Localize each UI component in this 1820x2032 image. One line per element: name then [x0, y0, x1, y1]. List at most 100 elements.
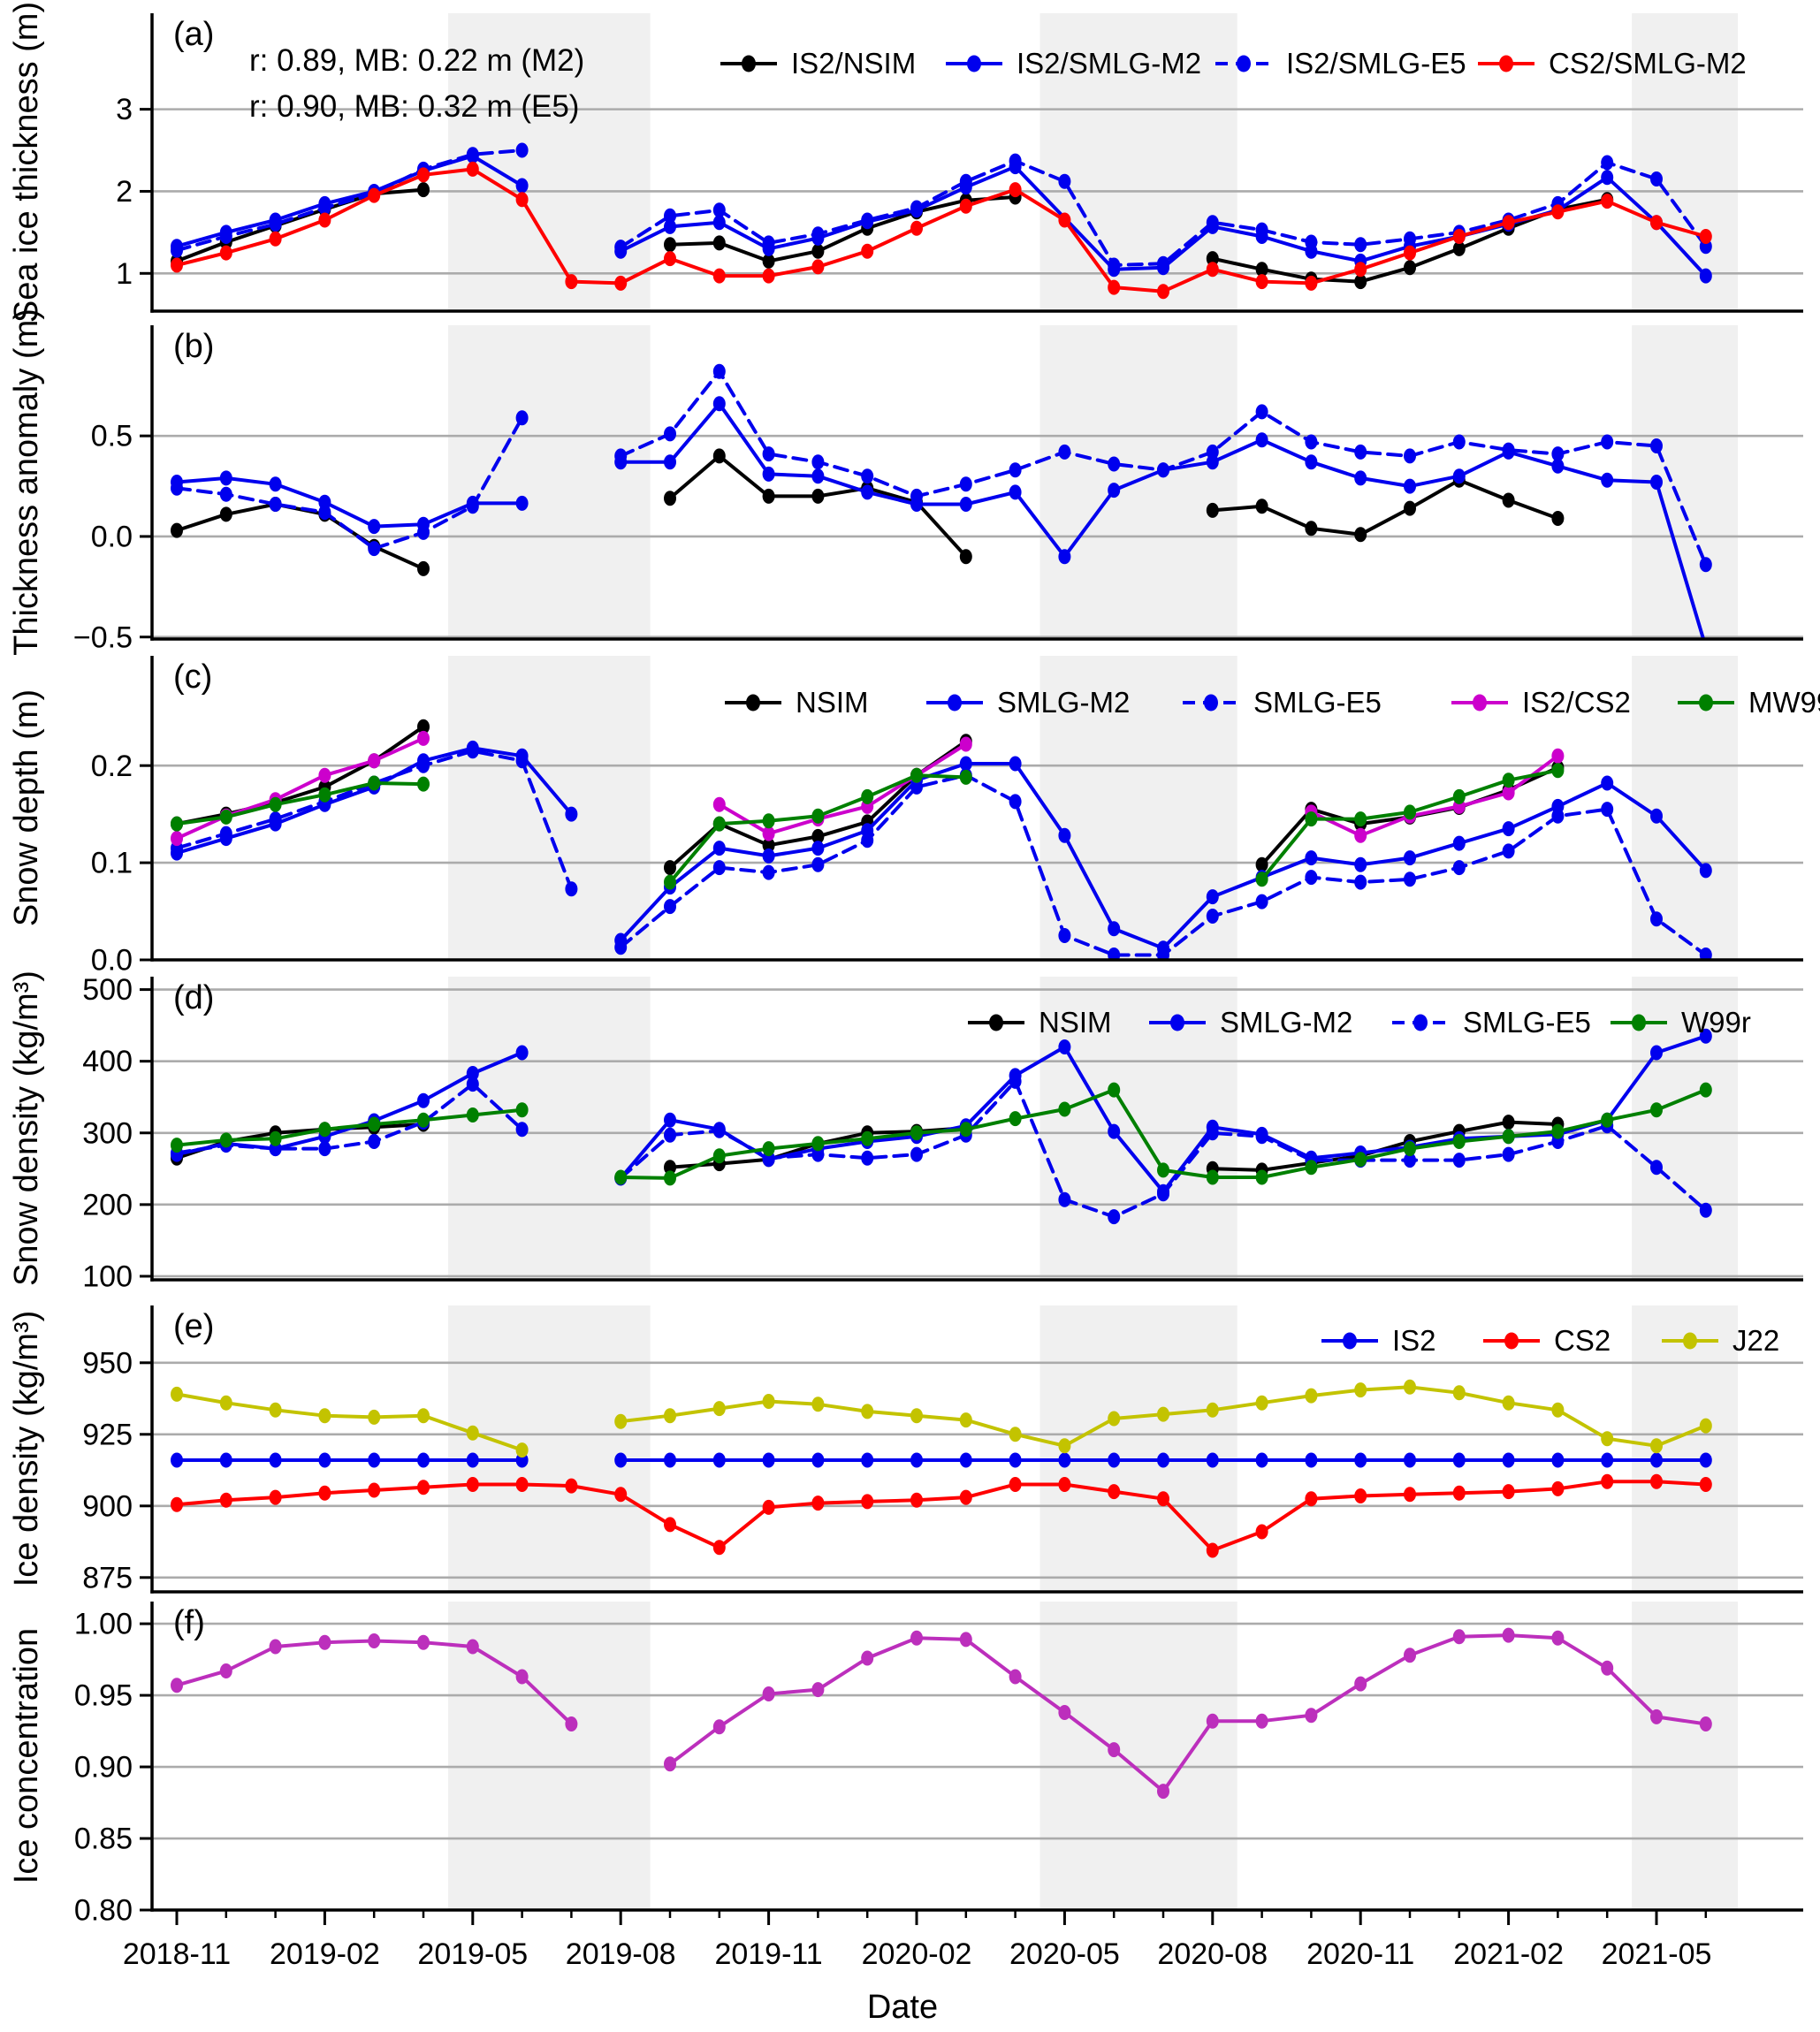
- data-point-marker: [1058, 1101, 1071, 1117]
- summer-shading-band: [1632, 656, 1739, 960]
- data-point-marker: [1009, 1073, 1022, 1089]
- data-point-marker: [1650, 215, 1663, 231]
- summer-shading-band: [447, 977, 651, 1280]
- legend: IS2 CS2 J22: [1321, 1324, 1779, 1357]
- legend-label: IS2/NSIM: [791, 47, 916, 80]
- data-point-marker: [1108, 921, 1121, 937]
- data-point-marker: [466, 1425, 479, 1441]
- data-point-marker: [219, 826, 232, 841]
- data-point-marker: [368, 1409, 381, 1425]
- data-point-marker: [910, 488, 923, 504]
- data-point-marker: [811, 856, 825, 872]
- x-tick-label: 2020-08: [1157, 1937, 1268, 1971]
- data-point-marker: [1502, 821, 1515, 837]
- data-point-marker: [712, 235, 726, 251]
- data-point-marker: [712, 860, 726, 876]
- data-point-marker: [171, 1496, 183, 1512]
- data-point-marker: [269, 1130, 282, 1146]
- data-point-marker: [515, 1045, 529, 1061]
- data-point-marker: [664, 1170, 676, 1186]
- data-point-marker: [1650, 911, 1663, 927]
- data-point-marker: [1354, 470, 1367, 486]
- series-line: [1309, 754, 1560, 838]
- panel-letter: (c): [173, 658, 212, 696]
- data-point-marker: [219, 470, 232, 486]
- data-point-marker: [664, 899, 676, 915]
- data-point-marker: [712, 816, 726, 832]
- data-point-marker: [1157, 1406, 1169, 1422]
- data-point-marker: [712, 215, 726, 231]
- data-point-marker: [614, 1452, 628, 1468]
- data-point-marker: [219, 1663, 232, 1678]
- data-point-marker: [1404, 1153, 1416, 1168]
- data-point-marker: [1703, 639, 1708, 640]
- legend-marker: [1499, 55, 1513, 72]
- panel-f: 0.80 0.85 0.90 0.95 1.00 Ice concentration (f)…: [8, 1602, 1803, 2026]
- correlation-annotation: r: 0.89, MB: 0.22 m (M2): [249, 43, 584, 78]
- data-point-marker: [417, 1112, 430, 1128]
- x-tick-label: 2020-02: [862, 1937, 972, 1971]
- legend-marker: [989, 1014, 1003, 1031]
- data-point-marker: [1009, 1669, 1022, 1685]
- data-point-marker: [1058, 549, 1071, 565]
- panel-letter: (d): [173, 979, 214, 1016]
- data-point-marker: [1255, 1452, 1268, 1468]
- data-point-marker: [1551, 204, 1565, 220]
- data-point-marker: [1255, 222, 1268, 238]
- panel-letter: (f): [173, 1604, 205, 1641]
- data-point-marker: [1699, 1716, 1712, 1731]
- data-point-marker: [1551, 1452, 1565, 1468]
- data-point-marker: [959, 1452, 972, 1468]
- series-layer: [171, 719, 1712, 961]
- series-CS2: [171, 1473, 1712, 1558]
- data-point-marker: [1354, 1152, 1367, 1168]
- data-point-marker: [712, 268, 726, 284]
- data-point-marker: [712, 448, 726, 464]
- data-point-marker: [417, 1634, 430, 1650]
- data-point-marker: [1108, 456, 1121, 472]
- y-axis-label: Sea ice thickness (m): [8, 2, 45, 323]
- data-point-marker: [1305, 870, 1318, 886]
- series-layer: [171, 1028, 1712, 1225]
- x-tick-label: 2021-05: [1602, 1937, 1712, 1971]
- data-point-marker: [1502, 1627, 1515, 1643]
- series-line: [175, 187, 425, 263]
- data-point-marker: [1404, 448, 1416, 464]
- data-point-marker: [1206, 1542, 1219, 1558]
- data-point-marker: [1305, 1452, 1318, 1468]
- data-point-marker: [1502, 772, 1515, 788]
- data-point-marker: [959, 756, 972, 772]
- data-point-marker: [959, 497, 972, 512]
- data-point-marker: [1601, 472, 1614, 488]
- data-point-marker: [1255, 1524, 1268, 1540]
- y-tick-label: 100: [82, 1260, 133, 1294]
- series-line: [175, 781, 425, 826]
- data-point-marker: [664, 1408, 676, 1424]
- data-point-marker: [1305, 850, 1318, 866]
- data-point-marker: [1699, 229, 1712, 244]
- data-point-marker: [664, 860, 676, 876]
- data-point-marker: [1502, 1452, 1515, 1468]
- y-tick-label: 0.1: [91, 847, 133, 880]
- data-point-marker: [664, 1756, 676, 1772]
- data-point-marker: [1699, 1452, 1712, 1468]
- data-point-marker: [959, 476, 972, 492]
- data-point-marker: [1354, 274, 1367, 290]
- data-point-marker: [1502, 492, 1515, 508]
- y-tick-label: 2: [116, 175, 133, 209]
- data-point-marker: [614, 240, 628, 255]
- data-point-marker: [171, 1386, 183, 1402]
- data-point-marker: [368, 1482, 381, 1498]
- data-point-marker: [762, 466, 775, 482]
- data-point-marker: [664, 874, 676, 890]
- y-tick-label: 950: [82, 1346, 133, 1380]
- summer-shading-band: [447, 1305, 651, 1592]
- data-point-marker: [762, 826, 775, 841]
- data-point-marker: [515, 192, 529, 208]
- data-point-marker: [1255, 274, 1268, 290]
- series-line: [175, 1480, 1708, 1552]
- data-point-marker: [1452, 240, 1466, 256]
- data-point-marker: [219, 1395, 232, 1411]
- data-point-marker: [565, 1478, 578, 1494]
- data-point-marker: [811, 1495, 825, 1511]
